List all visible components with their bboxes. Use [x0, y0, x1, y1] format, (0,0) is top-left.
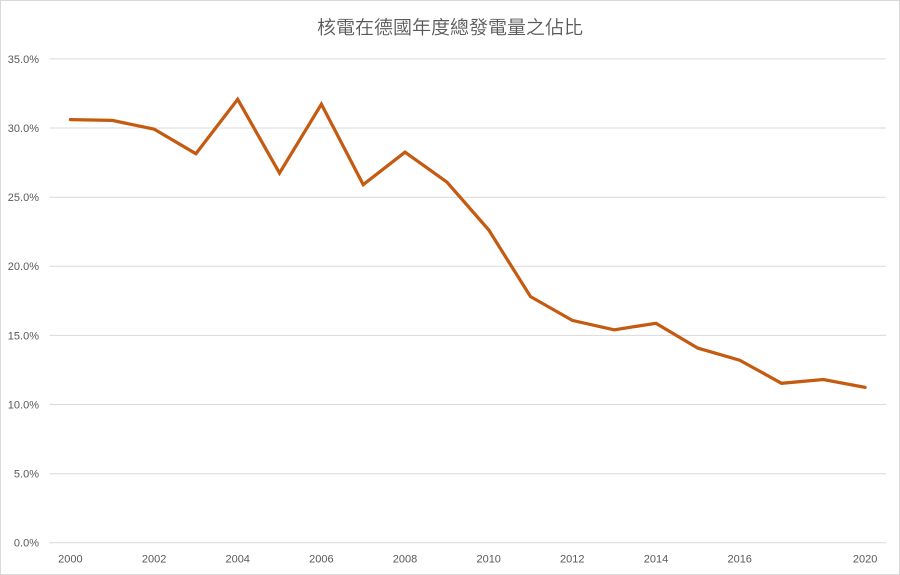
svg-text:30.0%: 30.0%: [8, 123, 39, 135]
svg-text:2016: 2016: [727, 553, 751, 565]
svg-text:2010: 2010: [476, 553, 500, 565]
svg-text:10.0%: 10.0%: [8, 399, 39, 411]
svg-text:2006: 2006: [309, 553, 333, 565]
svg-text:2002: 2002: [142, 553, 166, 565]
svg-text:2008: 2008: [393, 553, 417, 565]
svg-text:2020: 2020: [853, 553, 877, 565]
svg-text:20.0%: 20.0%: [8, 261, 39, 273]
svg-text:0.0%: 0.0%: [14, 538, 39, 550]
svg-text:2004: 2004: [225, 553, 249, 565]
svg-text:2014: 2014: [644, 553, 668, 565]
svg-text:35.0%: 35.0%: [8, 54, 39, 66]
svg-text:2000: 2000: [58, 553, 82, 565]
svg-text:2012: 2012: [560, 553, 584, 565]
svg-text:25.0%: 25.0%: [8, 192, 39, 204]
svg-text:15.0%: 15.0%: [8, 330, 39, 342]
svg-text:5.0%: 5.0%: [14, 469, 39, 481]
